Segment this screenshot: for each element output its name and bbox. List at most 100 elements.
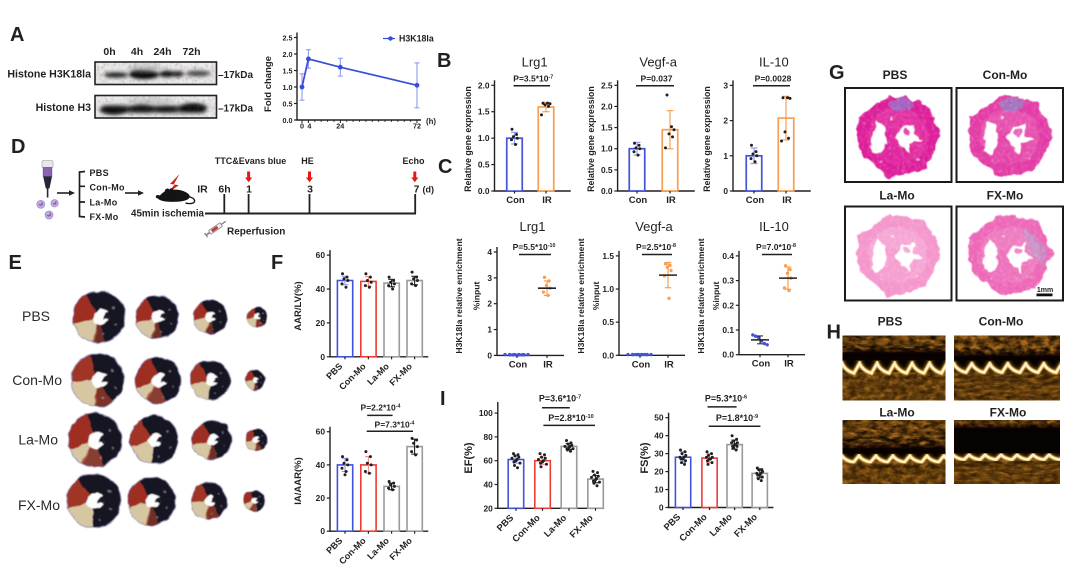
svg-text:FX-Mo: FX-Mo [90,212,119,222]
svg-text:P=0.037: P=0.037 [641,74,673,84]
svg-text:P=2.2*10-4: P=2.2*10-4 [361,403,401,413]
svg-text:(h): (h) [426,117,436,126]
svg-text:H3K18la relative enrichment: H3K18la relative enrichment [454,238,464,353]
svg-text:0.0: 0.0 [602,350,614,360]
svg-text:Histone H3: Histone H3 [36,102,91,114]
svg-text:20: 20 [483,503,493,513]
svg-text:–17kDa: –17kDa [218,70,253,81]
svg-text:Histone H3K18la: Histone H3K18la [7,69,91,81]
svg-text:P=1.8*10-9: P=1.8*10-9 [716,413,758,423]
svg-text:P=5.5*10-10: P=5.5*10-10 [513,242,556,252]
svg-text:H3K18la: H3K18la [399,34,434,44]
svg-text:Con: Con [632,359,651,370]
svg-text:40: 40 [316,284,326,294]
svg-text:1.5: 1.5 [601,123,613,133]
svg-text:0h: 0h [103,46,115,58]
svg-text:1.5: 1.5 [478,107,490,117]
svg-text:IA/AAR(%): IA/AAR(%) [293,457,304,505]
svg-text:FX-Mo: FX-Mo [990,406,1027,420]
svg-text:0.5: 0.5 [602,317,614,327]
svg-text:D: D [11,136,25,158]
svg-text:%input: %input [711,282,721,311]
svg-text:7: 7 [414,184,420,196]
svg-text:IR: IR [782,195,792,206]
svg-text:4: 4 [307,122,311,131]
svg-text:H3K18la relative enrichment: H3K18la relative enrichment [576,238,586,353]
svg-text:PBS: PBS [22,308,50,324]
svg-text:72h: 72h [182,46,200,58]
svg-text:0: 0 [659,503,664,513]
svg-text:45min ischemia: 45min ischemia [131,209,205,220]
svg-text:IR: IR [784,359,794,370]
svg-text:60: 60 [316,250,326,260]
svg-text:0.5: 0.5 [601,165,613,175]
svg-text:1.5: 1.5 [283,67,293,76]
svg-text:P=0.0028: P=0.0028 [755,74,792,84]
svg-text:IR: IR [664,359,674,370]
svg-text:EF(%): EF(%) [463,442,475,474]
svg-text:H3K18la relative enrichment: H3K18la relative enrichment [696,238,706,353]
svg-text:IL-10: IL-10 [759,219,789,234]
svg-text:H: H [827,322,841,344]
svg-text:P=7.3*10-4: P=7.3*10-4 [375,420,415,430]
svg-text:6h: 6h [218,184,230,196]
svg-text:P=2.8*10-10: P=2.8*10-10 [548,413,593,423]
svg-text:0.5: 0.5 [478,160,490,170]
svg-text:2.0: 2.0 [601,101,613,111]
svg-text:Fold change: Fold change [263,56,274,112]
svg-text:Relative gene expression: Relative gene expression [463,86,473,192]
svg-text:24: 24 [336,122,344,131]
svg-text:2.0: 2.0 [478,80,490,90]
svg-text:PBS: PBS [883,68,908,82]
svg-text:Lrg1: Lrg1 [522,55,548,70]
svg-text:20: 20 [316,493,326,503]
svg-text:P=3.6*10-7: P=3.6*10-7 [539,394,581,404]
svg-text:Echo: Echo [402,156,425,166]
svg-text:Reperfusion: Reperfusion [227,227,285,238]
svg-text:G: G [829,62,845,84]
svg-text:0: 0 [300,122,304,131]
svg-text:FX-Mo: FX-Mo [18,497,60,513]
svg-text:2.0: 2.0 [283,50,293,59]
svg-text:I: I [440,388,446,410]
svg-text:40: 40 [316,460,326,470]
svg-text:4: 4 [487,247,492,257]
svg-text:80: 80 [483,432,493,442]
svg-text:0.5: 0.5 [283,100,293,109]
svg-text:0.4: 0.4 [722,251,734,261]
svg-text:La-Mo: La-Mo [879,189,914,203]
svg-text:1.0: 1.0 [602,284,614,294]
svg-text:0: 0 [487,350,492,360]
svg-text:TTC&Evans blue: TTC&Evans blue [215,156,287,166]
svg-text:Relative gene expression: Relative gene expression [702,86,712,192]
svg-text:P=5.3*10-6: P=5.3*10-6 [705,394,747,404]
svg-text:0.1: 0.1 [722,325,734,335]
svg-text:Relative gene expression: Relative gene expression [586,86,596,192]
svg-text:E: E [9,252,22,274]
svg-text:10: 10 [654,485,664,495]
svg-text:20: 20 [316,318,326,328]
svg-text:50: 50 [654,413,664,423]
svg-text:3: 3 [307,184,313,196]
svg-text:AAR/LV(%): AAR/LV(%) [293,281,304,330]
svg-text:1: 1 [246,184,252,196]
svg-text:1.5: 1.5 [602,251,614,261]
svg-text:P=3.5*10-7: P=3.5*10-7 [513,74,553,84]
svg-text:IR: IR [542,195,552,206]
svg-text:P=7.0*10-8: P=7.0*10-8 [756,242,796,252]
svg-text:–17kDa: –17kDa [218,104,253,115]
svg-text:IR: IR [197,184,208,196]
svg-text:IR: IR [666,195,676,206]
svg-text:0.2: 0.2 [722,300,734,310]
svg-text:3: 3 [723,80,728,90]
svg-text:Vegf-a: Vegf-a [635,219,673,234]
svg-text:0: 0 [723,186,728,196]
svg-text:%input: %input [472,282,482,311]
svg-text:Con: Con [506,195,525,206]
svg-text:Lrg1: Lrg1 [519,219,545,234]
svg-text:La-Mo: La-Mo [879,406,914,420]
svg-text:Con-Mo: Con-Mo [979,315,1024,329]
svg-text:100: 100 [479,408,493,418]
svg-text:72: 72 [413,122,421,131]
svg-text:Con: Con [509,359,528,370]
